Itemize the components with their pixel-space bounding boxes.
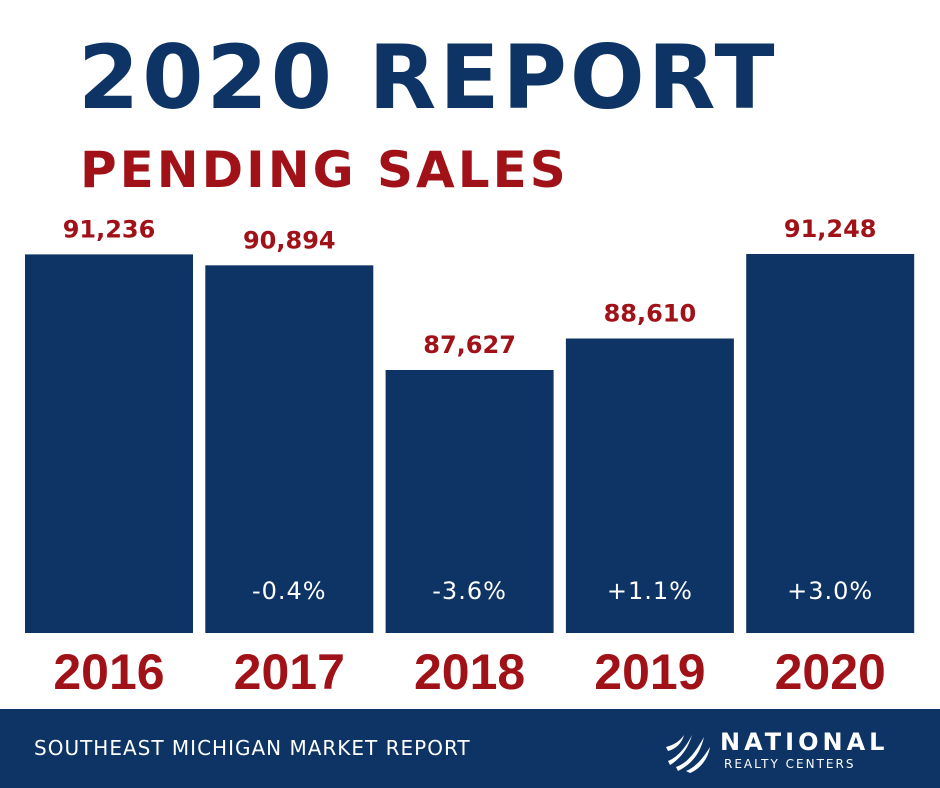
bar-2016 (25, 254, 193, 633)
value-label-2018: 87,627 (423, 331, 516, 359)
bar-2019 (565, 338, 734, 633)
logo-tagline: REALTY CENTERS (724, 757, 856, 771)
bar-2017 (205, 265, 374, 633)
year-label-2019: 2019 (594, 644, 705, 700)
year-label-2016: 2016 (53, 644, 164, 700)
bar-2018 (385, 370, 554, 633)
footer-report-label: SOUTHEAST MICHIGAN MARKET REPORT (34, 736, 471, 760)
national-realty-swoosh-icon (666, 735, 710, 773)
change-label-2019: +1.1% (607, 577, 693, 605)
year-label-2020: 2020 (775, 644, 886, 700)
change-label-2020: +3.0% (787, 577, 873, 605)
page-title: 2020 REPORT (78, 26, 778, 129)
logo-wordmark: NATIONAL (720, 728, 889, 756)
value-label-2020: 91,248 (784, 215, 877, 243)
bar-2020 (746, 254, 915, 633)
change-label-2017: -0.4% (252, 577, 327, 605)
footer-banner: SOUTHEAST MICHIGAN MARKET REPORT NATIONA… (0, 709, 940, 788)
value-label-2016: 91,236 (63, 215, 156, 243)
year-label-2017: 2017 (234, 644, 345, 700)
value-label-2019: 88,610 (604, 300, 697, 328)
pending-sales-bar-chart: 91,236 2016 90,894 -0.4% 2017 87,627 -3.6% 2018… (25, 215, 915, 700)
change-label-2018: -3.6% (432, 577, 507, 605)
national-realty-logo: NATIONAL REALTY CENTERS (664, 725, 914, 775)
value-label-2017: 90,894 (243, 226, 336, 254)
page-subtitle: PENDING SALES (80, 141, 569, 199)
year-label-2018: 2018 (414, 644, 525, 700)
